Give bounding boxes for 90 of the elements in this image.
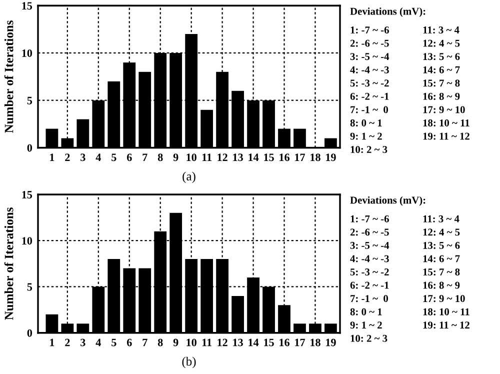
x-tick-label: 7: [142, 154, 148, 161]
x-axis-title: (a): [182, 172, 196, 184]
x-tick-label: 12: [218, 338, 228, 346]
y-tick-label: 5: [27, 283, 32, 291]
text: 2: -6 ~ -5: [350, 228, 389, 236]
text: 14: 6 ~ 7: [423, 255, 460, 262]
x-tick-label: 13: [233, 154, 243, 162]
text: 3: -5 ~ -4: [350, 53, 390, 60]
x-tick-label: 13: [233, 338, 243, 346]
text: 10: 2 ~ 3: [350, 334, 388, 342]
text: 11: 3 ~ 4: [423, 26, 460, 34]
text: 6: -2 ~ -1: [350, 92, 389, 100]
x-tick-label: 10: [186, 338, 196, 346]
text: Deviations (mV):: [350, 7, 426, 17]
text: 12: 4 ~ 5: [423, 228, 460, 236]
y-tick-label: 0: [27, 144, 32, 152]
text: 18: 10 ~ 11: [423, 119, 470, 126]
text: 4: -4 ~ -3: [350, 66, 389, 74]
text: 14: 6 ~ 7: [423, 66, 460, 74]
text: Deviations (mV):: [350, 196, 426, 206]
text: 10: 2 ~ 3: [350, 146, 388, 154]
x-tick-label: 14: [248, 154, 259, 161]
x-tick-label: 15: [264, 154, 274, 162]
text: 9: 1 ~ 2: [350, 322, 382, 329]
x-tick-label: 4: [96, 338, 101, 346]
text: 6: -2 ~ -1: [350, 282, 389, 289]
x-tick-label: 11: [202, 154, 212, 161]
x-tick-label: 17: [295, 338, 306, 346]
y-tick-label: 15: [22, 2, 32, 10]
text: 5: -3 ~ -2: [350, 80, 389, 87]
x-tick-label: 1: [50, 338, 54, 346]
text: 5: -3 ~ -2: [350, 268, 389, 276]
text: 7: -1 ~ 0: [350, 295, 388, 302]
text: 16: 8 ~ 9: [423, 92, 460, 100]
x-tick-label: 6: [126, 338, 132, 346]
x-tick-label: 5: [112, 338, 116, 346]
text: 15: 7 ~ 8: [423, 268, 460, 276]
y-tick-label: 10: [22, 237, 32, 245]
text: 7: -1 ~ 0: [350, 106, 388, 114]
x-tick-label: 18: [310, 338, 320, 346]
text: 19: 11 ~ 12: [423, 132, 470, 140]
x-tick-label: 10: [186, 154, 196, 162]
text: 17: 9 ~ 10: [423, 295, 465, 302]
y-tick-label: 5: [27, 96, 32, 104]
x-tick-label: 1: [50, 154, 54, 161]
x-axis-title: (b): [182, 356, 196, 368]
x-tick-label: 6: [126, 154, 132, 162]
x-tick-label: 18: [310, 154, 320, 162]
x-tick-label: 14: [248, 338, 259, 346]
text: 15: 7 ~ 8: [423, 80, 460, 87]
y-tick-label: 0: [27, 329, 32, 337]
text: 18: 10 ~ 11: [423, 308, 470, 316]
x-tick-label: 12: [218, 154, 228, 161]
x-tick-label: 16: [280, 154, 290, 162]
y-tick-label: 15: [22, 191, 32, 198]
text: 8: 0 ~ 1: [350, 308, 382, 316]
text: 19: 11 ~ 12: [423, 322, 470, 329]
x-tick-label: 8: [158, 338, 163, 346]
text: 11: 3 ~ 4: [423, 215, 460, 222]
text: 1: -7 ~ -6: [350, 26, 389, 34]
x-tick-label: 19: [326, 338, 336, 346]
text: 3: -5 ~ -4: [350, 242, 390, 249]
text: 13: 5 ~ 6: [423, 242, 460, 249]
text: 13: 5 ~ 6: [423, 53, 460, 60]
x-tick-label: 15: [264, 338, 274, 346]
text: 16: 8 ~ 9: [423, 282, 460, 289]
text: 12: 4 ~ 5: [423, 40, 460, 47]
x-tick-label: 3: [80, 154, 86, 162]
text: 9: 1 ~ 2: [350, 132, 382, 140]
x-tick-label: 2: [65, 338, 70, 346]
y-tick-label: 10: [22, 49, 32, 57]
text: 2: -6 ~ -5: [350, 40, 389, 47]
x-tick-label: 7: [142, 338, 148, 346]
text: 8: 0 ~ 1: [350, 119, 382, 126]
x-tick-label: 3: [80, 338, 86, 346]
x-tick-label: 9: [173, 154, 178, 162]
x-tick-label: 8: [158, 154, 163, 162]
x-tick-label: 2: [65, 154, 70, 161]
x-tick-label: 11: [202, 338, 212, 346]
text: 1: -7 ~ -6: [350, 215, 389, 222]
text: 17: 9 ~ 10: [423, 106, 465, 114]
x-tick-label: 9: [173, 338, 178, 346]
x-tick-label: 16: [280, 338, 290, 346]
y-axis-title: Number of Iterations: [4, 20, 14, 133]
x-tick-label: 17: [295, 154, 306, 161]
y-axis-title: Number of Iterations: [4, 207, 14, 320]
x-tick-label: 19: [326, 154, 336, 162]
text: 4: -4 ~ -3: [350, 255, 389, 262]
x-tick-label: 5: [112, 154, 116, 162]
x-tick-label: 4: [96, 154, 101, 161]
